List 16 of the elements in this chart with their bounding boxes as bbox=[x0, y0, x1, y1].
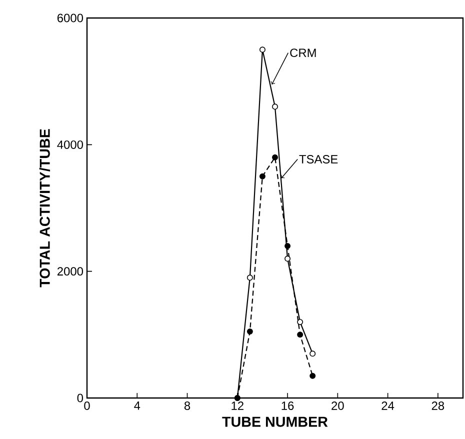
y-tick-label: 0 bbox=[77, 394, 84, 402]
x-axis-title: TUBE NUMBER bbox=[222, 416, 328, 427]
x-tick-label: 12 bbox=[232, 402, 244, 410]
x-tick-label: 4 bbox=[134, 402, 140, 410]
y-tick-label: 2000 bbox=[57, 267, 84, 276]
x-tick-label: 8 bbox=[184, 402, 190, 410]
series-label: TSASE bbox=[299, 155, 338, 164]
x-tick-label: 20 bbox=[332, 402, 344, 410]
x-tick-label: 24 bbox=[382, 402, 394, 410]
text: CRM bbox=[290, 48, 316, 58]
y-axis-title: TOTAL ACTIVITY/TUBE bbox=[39, 129, 50, 288]
x-tick-label: 16 bbox=[282, 402, 294, 410]
y-tick-label: 4000 bbox=[57, 140, 84, 149]
x-tick-label: 28 bbox=[432, 402, 444, 410]
y-tick-label: 6000 bbox=[57, 14, 84, 22]
x-tick-label: 0 bbox=[84, 402, 90, 410]
